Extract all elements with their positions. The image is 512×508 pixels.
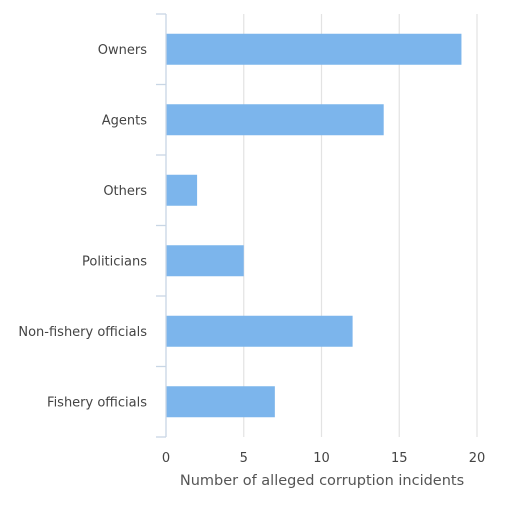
bar[interactable] (166, 33, 462, 65)
bar[interactable] (166, 104, 384, 136)
x-tick-label: 20 (469, 451, 486, 466)
category-label: Politicians (82, 254, 147, 269)
x-tick-label: 10 (313, 451, 330, 466)
bar[interactable] (166, 386, 275, 418)
category-label: Others (103, 184, 147, 199)
bar[interactable] (166, 174, 198, 206)
category-label: Non-fishery officials (18, 325, 147, 340)
x-tick-label: 0 (162, 451, 170, 466)
grid-lines (243, 14, 478, 437)
value-axis-ticks: 0 5 10 15 20 (162, 451, 485, 466)
x-tick-label: 5 (240, 451, 248, 466)
category-label: Owners (98, 43, 147, 58)
bars (166, 33, 462, 418)
category-labels: Owners Agents Others Politicians Non-fishery… (18, 43, 147, 411)
category-label: Fishery officials (47, 395, 147, 410)
category-axis (156, 13, 167, 438)
x-tick-label: 15 (391, 451, 408, 466)
bar[interactable] (166, 245, 244, 277)
x-axis-title: Number of alleged corruption incidents (180, 473, 464, 489)
bar[interactable] (166, 315, 353, 347)
category-label: Agents (102, 113, 147, 128)
